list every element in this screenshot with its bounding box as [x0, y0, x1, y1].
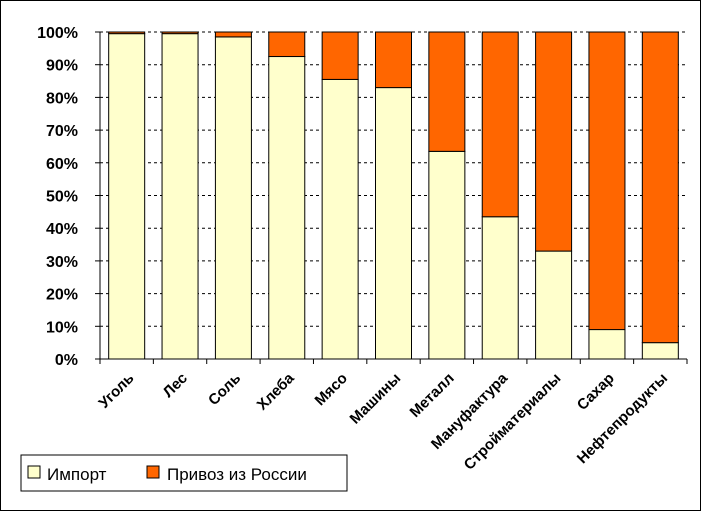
- y-tick-label: 40%: [46, 221, 78, 238]
- bars: [108, 31, 679, 360]
- y-tick-label: 50%: [46, 189, 78, 206]
- bar-segment-import: [588, 329, 626, 360]
- y-tick-label: 30%: [46, 254, 78, 271]
- bar-segment-import: [535, 250, 573, 360]
- bar-segment-russia: [481, 31, 519, 218]
- bar-segment-import: [641, 342, 679, 360]
- bar-segment-russia: [108, 31, 146, 35]
- x-tick-label: Мясо: [312, 370, 351, 409]
- x-tick-label: Машины: [347, 370, 405, 428]
- x-tick-label: Сахар: [574, 370, 618, 414]
- bar-segment-import: [268, 56, 306, 360]
- y-tick-label: 70%: [46, 123, 78, 140]
- bar-segment-russia: [161, 31, 199, 35]
- y-tick-label: 100%: [37, 25, 78, 42]
- y-tick-label: 90%: [46, 58, 78, 75]
- axes: [95, 31, 688, 364]
- legend-label-import: Импорт: [47, 465, 107, 484]
- x-tick-label: Нефтепродукты: [574, 370, 671, 467]
- x-tick-label: Стройматериалы: [461, 370, 565, 474]
- bar-segment-russia: [375, 31, 412, 89]
- bar-segment-import: [214, 36, 252, 360]
- x-tick-label: Соль: [205, 370, 244, 409]
- legend: Импорт Привоз из России: [20, 454, 348, 492]
- bar-segment-russia: [535, 31, 573, 252]
- bar-segment-russia: [588, 31, 626, 331]
- bar-segment-russia: [214, 31, 252, 38]
- bar-segment-import: [108, 33, 146, 360]
- bar-segment-import: [321, 78, 359, 360]
- y-tick-label: 0%: [55, 352, 78, 369]
- x-tick-label: Лес: [160, 370, 191, 401]
- bar-segment-russia: [428, 31, 466, 152]
- x-tick-label: Хлеба: [254, 369, 298, 413]
- bar-segment-import: [375, 87, 412, 360]
- x-tick-label: Уголь: [96, 370, 138, 412]
- legend-swatch-russia: [146, 465, 160, 479]
- y-tick-labels: 0% 10% 20% 30% 40% 50% 60% 70% 80% 90% 100%: [37, 25, 78, 369]
- legend-swatch-import: [27, 465, 41, 479]
- y-tick-label: 10%: [46, 319, 78, 336]
- x-tick-label: Металл: [407, 370, 458, 421]
- bar-segment-import: [428, 150, 466, 360]
- bar-segment-russia: [641, 31, 679, 344]
- y-tick-label: 80%: [46, 90, 78, 107]
- legend-label-russia: Привоз из России: [167, 465, 307, 484]
- bar-segment-russia: [268, 31, 306, 58]
- bar-segment-russia: [321, 31, 359, 80]
- legend-box: [20, 454, 348, 492]
- bar-segment-import: [481, 216, 519, 360]
- bar-segment-import: [161, 33, 199, 360]
- y-tick-label: 60%: [46, 156, 78, 173]
- y-tick-label: 20%: [46, 287, 78, 304]
